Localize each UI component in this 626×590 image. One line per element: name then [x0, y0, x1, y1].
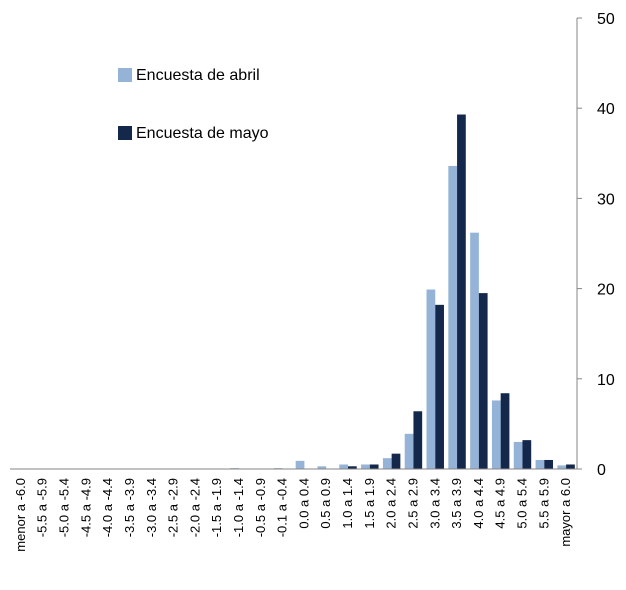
x-tick-label: -3.5 a -3.9 — [122, 478, 137, 537]
x-tick-label: 1.5 a 1.9 — [362, 478, 377, 529]
x-tick-label: 3.0 a 3.4 — [427, 478, 442, 529]
x-tick-label: -2.5 a -2.9 — [166, 478, 181, 537]
bar — [566, 464, 575, 469]
x-tick-label: 5.5 a 5.9 — [536, 478, 551, 529]
bar — [491, 400, 501, 469]
bar — [500, 393, 510, 469]
x-tick-label: 1.0 a 1.4 — [340, 478, 355, 529]
y-tick-label: 50 — [597, 11, 615, 28]
legend-swatch — [118, 126, 132, 140]
x-tick-label: mayor a 6.0 — [558, 478, 573, 547]
legend-label: Encuesta de abril — [136, 67, 260, 84]
x-tick-label: 2.0 a 2.4 — [384, 478, 399, 529]
bar — [317, 466, 327, 469]
x-tick-label: 4.0 a 4.4 — [471, 478, 486, 529]
bar — [404, 433, 414, 469]
y-tick-label: 20 — [597, 282, 615, 299]
bar — [470, 232, 479, 469]
x-tick-label: 0.5 a 0.9 — [318, 478, 333, 529]
bar — [513, 441, 523, 469]
x-tick-label: -4.0 a -4.4 — [100, 478, 115, 537]
legend-label: Encuesta de mayo — [136, 125, 269, 142]
bar — [391, 453, 401, 469]
x-tick-label: -5.5 a -5.9 — [35, 478, 50, 537]
x-tick-label: 4.5 a 4.9 — [493, 478, 508, 529]
bar — [435, 304, 444, 469]
x-tick-label: -4.5 a -4.9 — [78, 478, 93, 537]
bar — [369, 464, 379, 469]
y-tick-label: 40 — [597, 101, 615, 118]
x-tick-label: 2.5 a 2.9 — [405, 478, 420, 529]
x-tick-label: 5.0 a 5.4 — [514, 478, 529, 529]
y-tick-label: 30 — [597, 191, 615, 208]
legend-swatch — [118, 68, 132, 82]
y-tick-label: 0 — [597, 462, 606, 479]
x-tick-label: -0.1 a -0.4 — [275, 478, 290, 537]
bar — [426, 289, 436, 469]
x-tick-label: -3.0 a -3.4 — [144, 478, 159, 537]
bar — [478, 293, 488, 469]
x-tick-label: -2.0 a -2.4 — [187, 478, 202, 537]
bar — [522, 440, 532, 469]
x-tick-label: -0.5 a -0.9 — [253, 478, 268, 537]
x-tick-label: -1.0 a -1.4 — [231, 478, 246, 537]
bar — [544, 459, 554, 469]
bar — [448, 165, 458, 470]
bar — [557, 465, 567, 469]
bar — [361, 464, 370, 469]
bar — [348, 466, 357, 469]
x-tick-label: -1.5 a -1.9 — [209, 478, 224, 537]
x-tick-label: 0.0 a 0.4 — [296, 478, 311, 529]
bar — [295, 460, 305, 469]
bar — [535, 459, 545, 469]
bar — [457, 114, 466, 469]
x-tick-label: -5.0 a -5.4 — [57, 478, 72, 537]
bar — [339, 464, 349, 469]
y-tick-label: 10 — [597, 372, 615, 389]
bar — [413, 411, 423, 469]
x-tick-label: menor a -6.0 — [13, 478, 28, 552]
bar — [382, 458, 392, 469]
x-tick-label: 3.5 a 3.9 — [449, 478, 464, 529]
